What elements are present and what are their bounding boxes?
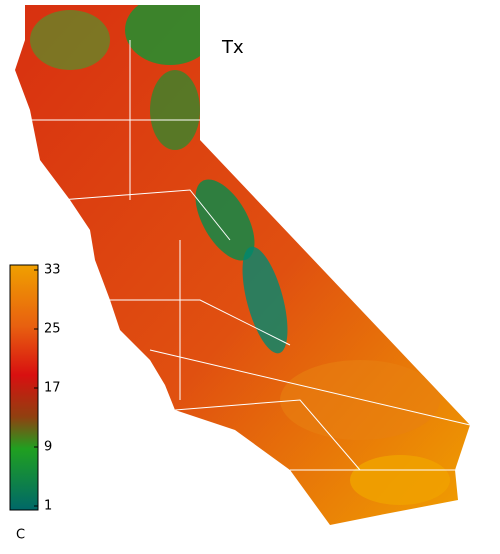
colorbar-tick-label: 33 [44, 263, 61, 278]
colorbar-tick-label: 1 [44, 499, 52, 514]
colorbar [9, 264, 39, 511]
colorbar-unit: C [16, 528, 25, 543]
colorbar-tick-label: 17 [44, 381, 61, 396]
county-lines [25, 40, 471, 471]
california [15, 5, 471, 525]
colorbar-tick-label: 25 [44, 322, 61, 337]
terrain [30, 5, 450, 505]
colorbar-tick-label: 9 [44, 440, 52, 455]
state-shape [15, 5, 470, 525]
map-title: Tx [221, 37, 244, 58]
